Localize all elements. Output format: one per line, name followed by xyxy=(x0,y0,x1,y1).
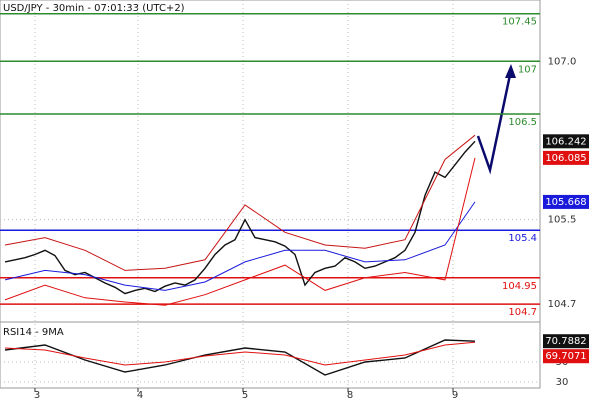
forecast-arrow xyxy=(476,69,513,175)
level-label: 107 xyxy=(518,64,537,75)
x-tick-label: 9 xyxy=(452,390,458,400)
value-tag-label: 106.242 xyxy=(545,136,586,147)
value-tag-label: 70.7882 xyxy=(545,336,586,347)
plot-frame xyxy=(0,0,541,389)
value-tag-label: 105.668 xyxy=(545,197,586,208)
level-label: 107.45 xyxy=(502,17,537,28)
x-tick-label: 4 xyxy=(137,390,143,400)
y-tick-label: 104.7 xyxy=(548,299,577,310)
x-tick-label: 5 xyxy=(242,390,248,400)
series-line xyxy=(4,339,476,376)
rsi-title: RSI14 - 9MA xyxy=(3,327,64,338)
level-label: 105.4 xyxy=(508,233,537,244)
value-tag xyxy=(543,134,589,149)
y-tick-label: 107.0 xyxy=(548,56,577,67)
value-tag xyxy=(543,194,589,209)
level-label: 104.7 xyxy=(508,307,537,318)
x-tick-label: 8 xyxy=(347,390,353,400)
value-tag xyxy=(543,150,589,165)
series-line xyxy=(4,134,476,271)
level-label: 104.95 xyxy=(502,281,537,292)
value-tag-label: 106.085 xyxy=(545,153,586,164)
arrow-head xyxy=(505,64,516,78)
chart-title: USD/JPY - 30min - 07:01:33 (UTC+2) xyxy=(3,3,185,14)
series-line xyxy=(4,140,476,295)
value-tag xyxy=(543,334,589,349)
value-tag xyxy=(543,349,589,364)
x-tick-label: 3 xyxy=(34,390,40,400)
y-tick-label: 30 xyxy=(556,377,569,388)
series-line xyxy=(4,341,476,366)
y-tick-label: 105.5 xyxy=(548,215,577,226)
level-label: 106.5 xyxy=(508,117,537,128)
series-line xyxy=(4,157,476,306)
value-tag-label: 69.7071 xyxy=(545,351,586,362)
series-line xyxy=(4,201,476,291)
